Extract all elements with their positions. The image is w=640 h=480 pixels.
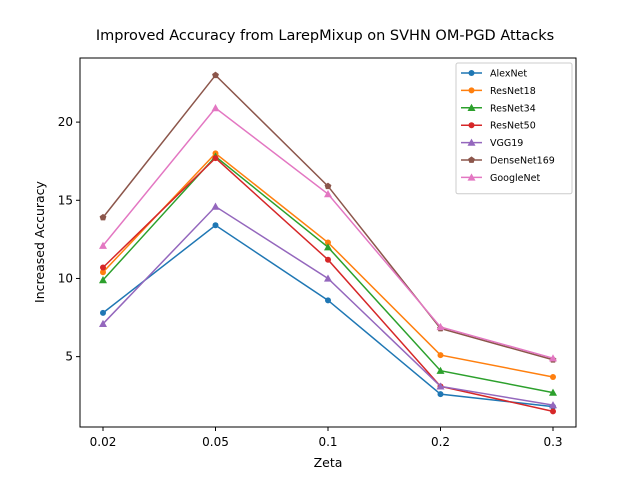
data-point: [325, 256, 331, 263]
series-line: [102, 205, 554, 406]
data-point: [549, 354, 557, 362]
series-googlenet: [99, 104, 557, 362]
data-point: [549, 388, 557, 396]
legend-marker: [468, 156, 475, 163]
data-point: [436, 382, 445, 390]
data-point: [550, 373, 556, 380]
data-point: [324, 182, 332, 190]
data-point: [437, 391, 444, 398]
legend-marker: [467, 173, 476, 181]
x-axis-label: Zeta: [314, 455, 343, 470]
y-tick-label: 15: [58, 193, 73, 207]
series-vgg19: [99, 202, 557, 409]
legend-marker: [468, 87, 475, 94]
chart-title: Improved Accuracy from LarepMixup on SVH…: [96, 28, 554, 44]
plot-area: [99, 71, 557, 415]
data-point: [436, 322, 445, 331]
y-tick-label: 20: [58, 115, 73, 129]
legend-item: ResNet34: [461, 103, 536, 114]
legend: AlexNet ResNet18 ResNet34 ResNet50 VGG19 Dens…: [455, 62, 573, 195]
legend-item: VGG19: [461, 138, 523, 149]
legend-label: AlexNet: [490, 69, 527, 80]
data-point: [436, 366, 445, 374]
legend-marker: [468, 70, 475, 76]
legend-label: GoogleNet: [490, 173, 540, 184]
legend-item: DenseNet169: [461, 156, 555, 167]
x-tick-label: 0.05: [202, 435, 229, 449]
data-point: [211, 202, 220, 210]
data-point: [212, 155, 219, 162]
series-resnet18: [100, 150, 556, 380]
data-point: [324, 274, 332, 282]
legend-marker: [467, 103, 476, 111]
data-point: [325, 239, 331, 246]
data-point: [99, 319, 107, 328]
series-alexnet: [100, 222, 556, 410]
legend-item: AlexNet: [461, 69, 527, 80]
data-point: [212, 222, 219, 229]
x-tick-label: 0.02: [90, 435, 117, 449]
legend-label: ResNet18: [490, 86, 536, 97]
data-point: [325, 297, 331, 304]
legend-item: ResNet18: [461, 86, 536, 97]
data-point: [100, 264, 106, 271]
series-resnet50: [100, 155, 556, 415]
legend-item: ResNet50: [461, 121, 536, 132]
data-point: [212, 71, 219, 79]
data-point: [99, 276, 107, 284]
legend-marker: [468, 122, 475, 129]
data-point: [100, 269, 106, 276]
x-tick-label: 0.2: [431, 435, 450, 449]
y-tick-label: 5: [65, 350, 73, 364]
x-tick-label: 0.3: [543, 435, 562, 449]
legend-label: VGG19: [490, 138, 523, 149]
x-tick-label: 0.1: [318, 435, 337, 449]
legend-label: ResNet50: [490, 121, 536, 132]
data-point: [100, 309, 106, 316]
legend-marker: [467, 138, 476, 146]
legend-label: DenseNet169: [490, 156, 555, 167]
data-point: [549, 401, 557, 409]
data-point: [99, 213, 107, 221]
x-axis: 0.02 0.05 0.1 0.2 0.3: [90, 427, 563, 449]
y-axis: 5 10 15 20: [58, 115, 80, 364]
legend-label: ResNet34: [490, 103, 536, 114]
data-point: [211, 104, 220, 112]
y-axis-label: Increased Accuracy: [32, 180, 47, 302]
data-point: [437, 352, 444, 359]
data-point: [550, 408, 556, 415]
data-point: [324, 243, 332, 251]
y-tick-label: 10: [58, 271, 73, 285]
legend-box: [455, 62, 573, 195]
data-point: [324, 190, 332, 198]
legend-item: GoogleNet: [461, 173, 540, 184]
data-point: [99, 241, 107, 249]
